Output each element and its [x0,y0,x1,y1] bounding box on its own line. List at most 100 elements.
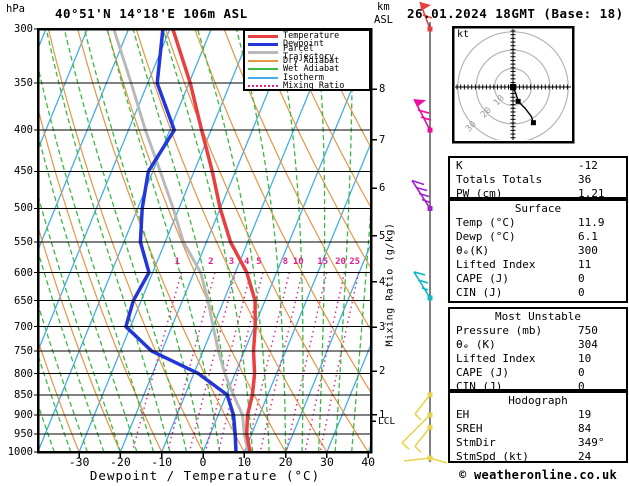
index-label: Totals Totals [456,173,543,186]
legend-item-wet-adiabat: Wet Adiabat [248,65,369,74]
legend-label: Dry Adiabat [283,56,340,67]
pressure-tick-label: 600 [14,266,33,279]
hodo-row-stmdir: StmDir 349° [456,436,620,450]
legend-label: Mixing Ratio [283,80,345,91]
mixing-ratio-value-label: 3 [228,257,235,267]
km-tick-label: 8 [379,83,386,96]
x-axis-title: Dewpoint / Temperature (°C) [89,468,321,483]
km-tick-label: 2 [379,365,386,378]
km-tick-label: 1 [379,408,386,421]
row-value: 11 [578,258,592,271]
pressure-tick-label: 700 [14,320,33,333]
row-value: 0 [578,272,585,285]
row-label: StmSpd (kt) [456,450,529,463]
temp-tick-label: -10 [151,455,173,469]
row-value: 0 [578,366,585,379]
mu-row-li: Lifted Index 10 [456,352,620,366]
mixing-ratio-value-label: 4 [244,257,250,267]
dry-adiabat-line-sample-icon [248,60,278,63]
legend-item-dry-adiabat: Dry Adiabat [248,57,369,65]
row-label: θₑ (K) [456,338,496,351]
mu-row-pressure: Pressure (mb) 750 [456,324,620,338]
row-value: 19 [578,408,592,421]
mu-row-cin: CIN (J) 0 [456,380,620,394]
altitude-unit-km: km [377,1,390,13]
pressure-tick-label: 1000 [7,446,33,458]
surface-row-dewp: Dewp (°C) 6.1 [456,230,620,244]
index-row-pw: PW (cm) 1.21 [456,187,620,201]
indices-box: K -12 Totals Totals 36 PW (cm) 1.21 [448,156,628,201]
temp-tick-label: -20 [110,455,131,469]
row-value: 349° [578,436,605,449]
pressure-tick-label: 450 [14,165,33,178]
index-row-k: K -12 [456,159,620,173]
mixing-ratio-line-sample-icon [248,84,278,87]
index-label: PW (cm) [456,187,503,200]
index-row-totals: Totals Totals 36 [456,173,620,187]
surface-row-temp: Temp (°C) 11.9 [456,216,620,230]
pressure-unit-label: hPa [6,3,25,15]
row-value: 0 [578,380,585,393]
index-label: K [456,159,463,172]
legend: Temperature Dewpoint Parcel Trajectory D… [243,29,371,91]
lcl-label: LCL [378,416,396,427]
legend-item-mixing-ratio: Mixing Ratio [248,82,369,90]
row-value: 6.1 [578,230,598,243]
pressure-tick-label: 950 [14,427,33,440]
index-value: 1.21 [578,187,605,200]
pressure-tick-label: 350 [14,77,33,90]
row-label: Temp (°C) [456,216,516,229]
mixing-ratio-value-label: 15 [317,257,329,267]
row-value: 24 [578,450,592,463]
parcel-line-sample-icon [248,51,278,55]
mixing-ratio-value-label: 8 [282,257,288,267]
legend-item-isotherm: Isotherm [248,73,369,82]
row-label: EH [456,408,470,421]
station-title: 40°51'N 14°18'E 106m ASL [55,6,248,21]
pressure-tick-label: 400 [14,124,33,137]
hodo-row-stmspd: StmSpd (kt) 24 [456,450,620,464]
mixing-ratio-value-label: 5 [256,257,262,267]
altitude-unit-asl: ASL [374,14,393,26]
temp-tick-label: 40 [361,455,376,469]
dewpoint-line-sample-icon [248,42,278,46]
index-value: -12 [578,159,598,172]
isotherm-line-sample-icon [248,76,278,79]
legend-label: Dewpoint [283,39,324,50]
surface-row-cin: CIN (J) 0 [456,286,620,300]
temp-tick-label: -30 [68,455,90,469]
legend-label: Parcel Trajectory [283,43,335,62]
pressure-tick-label: 500 [14,202,33,215]
pressure-tick-label: 300 [14,23,33,35]
row-label: CIN (J) [456,286,503,299]
legend-item-parcel: Parcel Trajectory [248,45,369,61]
row-label: Lifted Index [456,352,536,365]
temp-tick-label: 10 [237,455,252,469]
row-label: StmDir [456,436,496,449]
mu-row-cape: CAPE (J) 0 [456,366,620,380]
row-label: Dewp (°C) [456,230,516,243]
surface-row-li: Lifted Index 11 [456,258,620,272]
valid-date: 26.01.2024 18GMT (Base: 18) [407,6,624,21]
row-label: Pressure (mb) [456,324,543,337]
hodograph-box-title: Hodograph [508,394,568,407]
mixing-ratio-value-label: 20 [335,257,346,267]
pressure-tick-label: 650 [14,294,33,307]
km-tick-label: 5 [379,229,386,242]
row-label: CIN (J) [456,380,503,393]
row-value: 750 [578,324,598,337]
legend-item-dewpoint: Dewpoint [248,39,369,50]
row-label: CAPE (J) [456,366,509,379]
wet-adiabat-line-sample-icon [248,68,278,71]
most-unstable-box: Most Unstable Pressure (mb) 750 θₑ (K) 304… [448,307,628,394]
most-unstable-box-title: Most Unstable [494,310,582,323]
pressure-tick-label: 750 [14,344,33,357]
surface-row-cape: CAPE (J) 0 [456,272,620,286]
surface-row-thetae: θₑ(K) 300 [456,244,620,258]
km-tick-label: 6 [379,182,386,195]
index-value: 36 [578,173,592,186]
temp-tick-label: 0 [199,455,207,469]
row-label: θₑ(K) [456,244,490,257]
temperature-line-sample-icon [248,34,278,38]
